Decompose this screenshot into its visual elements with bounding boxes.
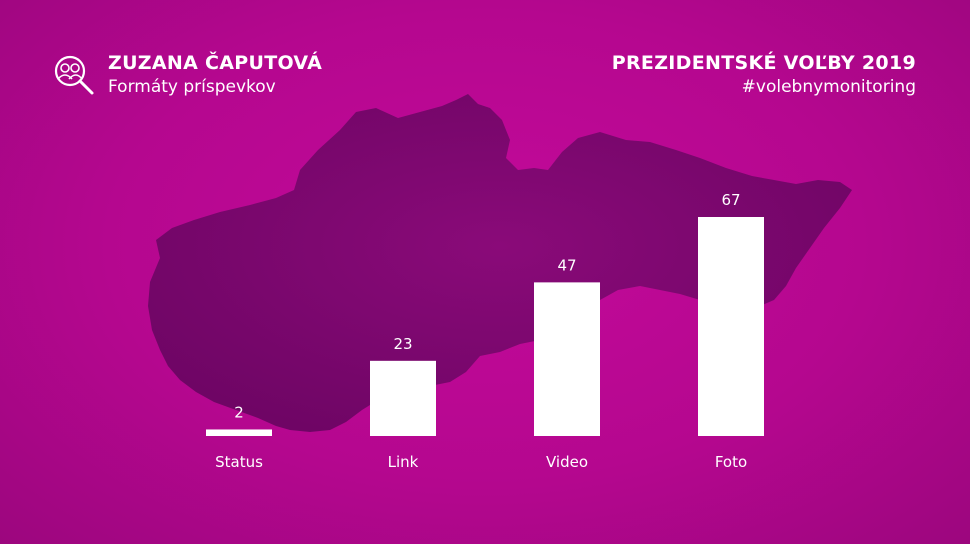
- chart-subtitle: Formáty príspevkov: [108, 77, 276, 97]
- bar-link: [370, 360, 436, 436]
- hashtag: #volebnymonitoring: [741, 77, 916, 97]
- bar-foto: [698, 217, 764, 436]
- value-label-link: 23: [393, 335, 412, 353]
- category-label-video: Video: [546, 453, 588, 471]
- category-label-link: Link: [388, 453, 419, 471]
- value-label-status: 2: [234, 403, 244, 421]
- magnifier-people-icon: [54, 55, 94, 95]
- election-title: PREZIDENTSKÉ VOĽBY 2019: [611, 52, 916, 74]
- value-label-foto: 67: [721, 191, 740, 209]
- bar-chart: 2 Status 23 Link 47 Video 67 Foto: [206, 191, 764, 471]
- category-label-foto: Foto: [715, 453, 747, 471]
- value-label-video: 47: [557, 256, 576, 274]
- category-label-status: Status: [215, 453, 263, 471]
- slovakia-map-shape: [148, 94, 852, 432]
- bar-video: [534, 282, 600, 436]
- candidate-name: ZUZANA ČAPUTOVÁ: [108, 52, 323, 74]
- bar-status: [206, 429, 272, 436]
